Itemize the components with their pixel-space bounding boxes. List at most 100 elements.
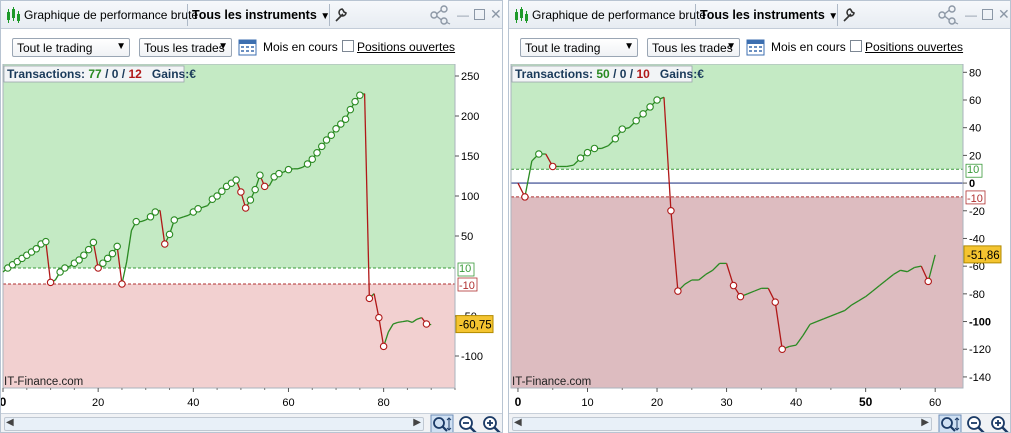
x-tick-label: 20 — [92, 397, 104, 409]
equity-segment — [373, 293, 380, 318]
period-label[interactable]: Mois en cours — [771, 40, 846, 54]
titlebar-divider-2 — [837, 4, 838, 26]
scroll-right-icon[interactable]: ▶ — [921, 417, 929, 428]
plot-border — [2, 64, 456, 389]
equity-segment — [601, 145, 609, 150]
equity-segment — [363, 93, 371, 299]
equity-segment — [402, 320, 408, 323]
close-icon[interactable]: ✕ — [490, 6, 502, 22]
y-tick-label: -20 — [969, 206, 985, 218]
zoom-in-icon[interactable] — [481, 414, 503, 433]
trading-filter-select[interactable]: Tout le trading ▼ — [520, 38, 638, 57]
titlebar-divider-2 — [329, 4, 330, 26]
win-trade-marker — [113, 242, 121, 251]
share-icon[interactable] — [429, 4, 451, 26]
scroll-right-icon[interactable]: ▶ — [413, 417, 421, 428]
open-positions-label[interactable]: Positions ouvertes — [357, 40, 456, 54]
zoom-in-icon[interactable] — [989, 414, 1011, 433]
horizontal-scrollbar[interactable]: ◀ ▶ — [1, 413, 503, 433]
win-trade-marker — [256, 171, 264, 179]
equity-segment — [927, 254, 936, 282]
titlebar-divider — [187, 4, 188, 26]
chevron-down-icon: ▼ — [828, 11, 839, 22]
equity-segment — [126, 230, 133, 262]
wrench-icon[interactable] — [333, 6, 349, 24]
win-trade-marker — [170, 216, 179, 224]
share-icon[interactable] — [937, 4, 959, 26]
loss-trade-marker — [94, 264, 102, 272]
scrollbar-track[interactable]: ◀ ▶ — [4, 417, 424, 431]
equity-segment — [407, 320, 413, 324]
minimize-icon[interactable]: — — [457, 8, 469, 22]
close-icon[interactable]: ✕ — [998, 6, 1010, 22]
x-tick-label: 0 — [515, 395, 522, 409]
equity-segment — [872, 285, 880, 292]
loss-zone — [3, 284, 455, 388]
wrench-icon[interactable] — [841, 6, 857, 24]
win-trade-marker — [84, 245, 93, 254]
equity-segment — [45, 241, 52, 283]
equity-segment — [823, 315, 832, 320]
maximize-icon[interactable] — [474, 9, 485, 20]
y-tick-label: 100 — [461, 191, 479, 203]
equity-segment — [865, 290, 874, 298]
open-positions-checkbox[interactable] — [342, 40, 354, 52]
y-tick-label: 0 — [969, 178, 975, 190]
scroll-left-icon[interactable]: ◀ — [6, 417, 14, 428]
trading-filter-select[interactable]: Tout le trading ▼ — [12, 38, 130, 57]
loss-trade-marker — [118, 280, 126, 288]
wins-count: 77 — [88, 67, 102, 81]
win-trade-marker — [356, 91, 364, 99]
scrollbar-track[interactable]: ◀ ▶ — [512, 417, 932, 431]
equity-segment — [524, 160, 533, 198]
chevron-down-icon: ▼ — [116, 41, 126, 52]
period-label[interactable]: Mois en cours — [263, 40, 338, 54]
horizontal-scrollbar[interactable]: ◀ ▶ — [509, 413, 1011, 433]
zoom-fit-icon[interactable] — [430, 414, 454, 433]
win-trade-marker — [80, 251, 88, 259]
upper-band-label: 10 — [967, 164, 979, 176]
open-positions-label[interactable]: Positions ouvertes — [865, 40, 964, 54]
win-trade-marker — [132, 217, 140, 226]
performance-panel-left: Graphique de performance brute Tous les … — [0, 0, 503, 433]
equity-segment — [705, 269, 713, 276]
equity-segment — [712, 262, 721, 271]
equity-segment — [411, 318, 418, 323]
win-trade-marker — [103, 254, 112, 263]
trades-filter-select[interactable]: Tous les trades ▼ — [647, 38, 740, 57]
losses-count: 10 — [636, 67, 650, 81]
zoom-fit-icon[interactable] — [938, 414, 962, 433]
equity-segment — [116, 246, 123, 285]
performance-panel-right: Graphique de performance brute Tous les … — [508, 0, 1011, 433]
trading-filter-value: Tout le trading — [17, 41, 93, 55]
equity-segment — [684, 279, 693, 285]
loss-trade-marker — [548, 162, 557, 171]
loss-trade-marker — [667, 207, 675, 215]
equity-segment — [397, 320, 403, 324]
transactions-summary: Transactions: 77 / 0 / 12 Gains:€ — [7, 67, 196, 81]
instrument-selector[interactable]: Tous les instruments ▼ — [192, 8, 330, 22]
equity-segment — [159, 210, 166, 245]
window-title: Graphique de performance brute — [532, 8, 707, 22]
calendar-icon[interactable] — [746, 37, 766, 57]
equity-segment — [416, 316, 422, 320]
zoom-out-icon[interactable] — [457, 414, 479, 433]
maximize-icon[interactable] — [982, 9, 993, 20]
zoom-out-icon[interactable] — [965, 414, 987, 433]
open-positions-checkbox[interactable] — [850, 40, 862, 52]
y-tick-label: -100 — [461, 351, 483, 363]
equity-segment — [893, 269, 901, 276]
equity-segment — [809, 320, 818, 325]
trades-filter-value: Tous les trades — [652, 41, 733, 55]
equity-segment — [907, 266, 915, 273]
instrument-selector[interactable]: Tous les instruments ▼ — [700, 8, 838, 22]
win-trade-marker — [653, 96, 661, 104]
win-trade-marker — [341, 115, 350, 123]
gains-label: Gains: — [152, 67, 189, 81]
minimize-icon[interactable]: — — [965, 8, 977, 22]
scroll-left-icon[interactable]: ◀ — [514, 417, 522, 428]
trades-filter-select[interactable]: Tous les trades ▼ — [139, 38, 232, 57]
win-trade-marker — [108, 249, 117, 258]
calendar-icon[interactable] — [238, 37, 258, 57]
